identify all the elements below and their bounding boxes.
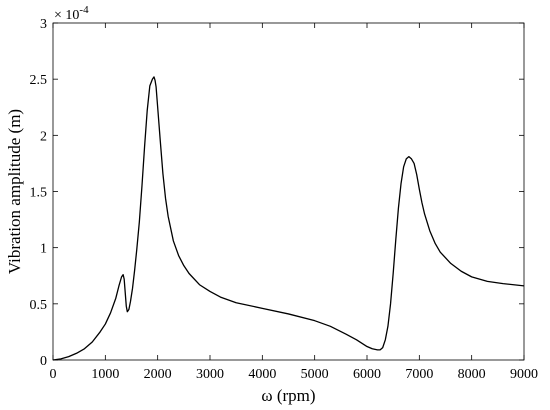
y-exponent-base: × 10 <box>54 8 79 23</box>
x-tick-label: 7000 <box>405 367 433 382</box>
plot-box <box>52 22 525 361</box>
plot-frame <box>52 22 525 361</box>
x-tick-label: 8000 <box>458 367 486 382</box>
x-tick-label: 9000 <box>510 367 538 382</box>
x-tick-label: 0 <box>50 367 57 382</box>
y-exponent-label: × 10-4 <box>54 4 89 23</box>
x-tick-label: 1000 <box>91 367 119 382</box>
x-axis: 0 1000 2000 3000 4000 5000 6000 7000 8000 9000 <box>50 23 538 382</box>
x-tick-label: 4000 <box>248 367 276 382</box>
y-axis: 0 0.5 1 1.5 2 2.5 3 <box>30 17 524 369</box>
y-axis-title: Vibration amplitude (m) <box>5 109 24 274</box>
y-tick-label: 0 <box>40 354 47 369</box>
x-tick-label: 6000 <box>353 367 381 382</box>
series-line <box>52 76 525 361</box>
x-tick-label: 5000 <box>301 367 329 382</box>
series-layer <box>52 76 525 361</box>
y-tick-label: 1.5 <box>30 186 48 201</box>
y-tick-label: 1 <box>40 242 47 257</box>
x-tick-label: 2000 <box>144 367 172 382</box>
y-tick-label: 3 <box>40 17 47 32</box>
x-axis-title: ω (rpm) <box>261 386 315 405</box>
x-tick-label: 3000 <box>196 367 224 382</box>
y-tick-label: 2.5 <box>30 73 48 88</box>
y-tick-label: 2 <box>40 129 47 144</box>
y-exponent-power: -4 <box>79 4 89 16</box>
y-tick-label: 0.5 <box>30 298 48 313</box>
